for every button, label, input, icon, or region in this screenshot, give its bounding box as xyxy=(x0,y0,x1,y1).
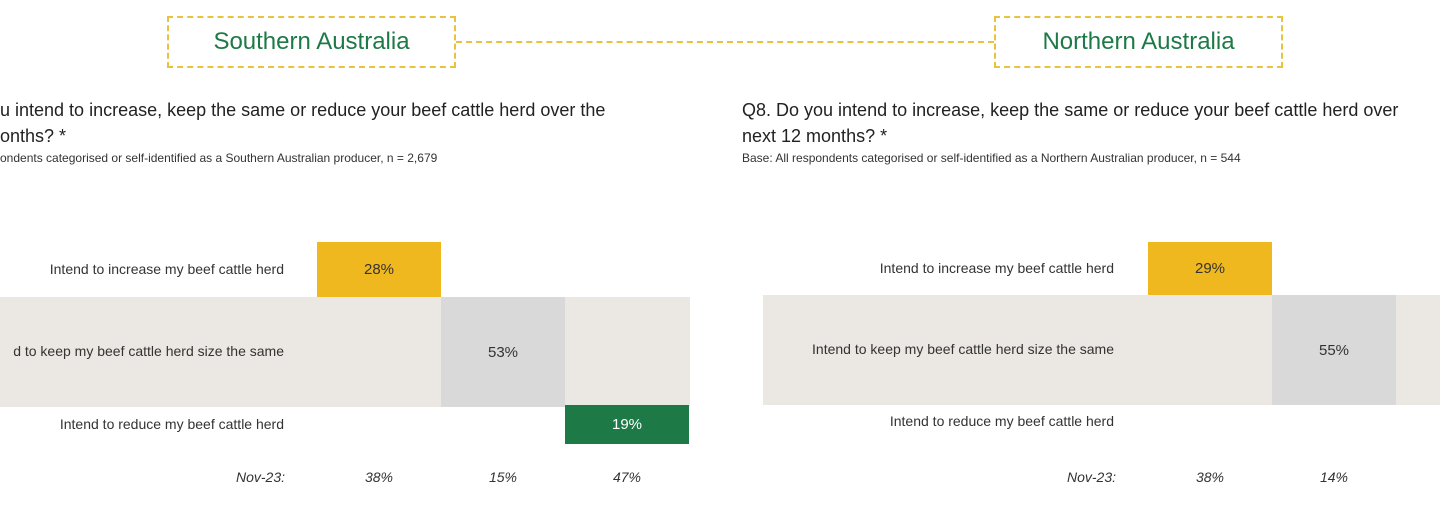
southern-comparison-value: 47% xyxy=(612,469,642,485)
southern-region-label: Southern Australia xyxy=(213,28,410,55)
southern-comparison-label: Nov-23: xyxy=(235,469,285,485)
northern-category-label: Intend to increase my beef cattle herd xyxy=(879,259,1114,276)
southern-question-line2: onths? * xyxy=(0,126,67,146)
northern-region-label: Northern Australia xyxy=(1042,28,1235,55)
northern-category-label: Intend to reduce my beef cattle herd xyxy=(889,412,1114,429)
southern-bar xyxy=(565,405,689,444)
southern-bar-value-label: 53% xyxy=(487,343,519,361)
southern-region-box: Southern Australia xyxy=(167,16,456,68)
northern-region-box: Northern Australia xyxy=(994,16,1283,68)
northern-category-label: Intend to keep my beef cattle herd size … xyxy=(812,341,1114,357)
northern-bar-value-label: 29% xyxy=(1194,260,1226,277)
northern-comparison-value: 14% xyxy=(1319,469,1349,485)
southern-category-label: d to keep my beef cattle herd size the s… xyxy=(13,343,284,359)
northern-question-line1: Q8. Do you intend to increase, keep the … xyxy=(742,100,1399,120)
southern-category-label: Intend to reduce my beef cattle herd xyxy=(59,415,284,432)
southern-bar-value-label: 28% xyxy=(363,261,395,278)
northern-bar-value-label: 55% xyxy=(1318,341,1350,359)
southern-base-note: ondents categorised or self-identified a… xyxy=(0,151,438,165)
northern-comparison-value: 38% xyxy=(1195,469,1225,485)
southern-comparison-value: 15% xyxy=(488,469,518,485)
southern-bar-value-label: 19% xyxy=(611,416,643,433)
northern-bar xyxy=(1148,242,1272,295)
southern-keep-band xyxy=(0,297,690,407)
northern-base-note: Base: All respondents categorised or sel… xyxy=(742,151,1241,165)
northern-question-line2: next 12 months? * xyxy=(742,126,888,146)
northern-bar xyxy=(1272,295,1396,405)
northern-comparison-label: Nov-23: xyxy=(1066,469,1116,485)
region-connector xyxy=(456,41,994,43)
southern-comparison-value: 38% xyxy=(364,469,394,485)
southern-bar xyxy=(441,297,565,407)
southern-bar xyxy=(317,242,441,297)
southern-question-line1: u intend to increase, keep the same or r… xyxy=(0,100,606,120)
southern-category-label: Intend to increase my beef cattle herd xyxy=(49,260,284,277)
